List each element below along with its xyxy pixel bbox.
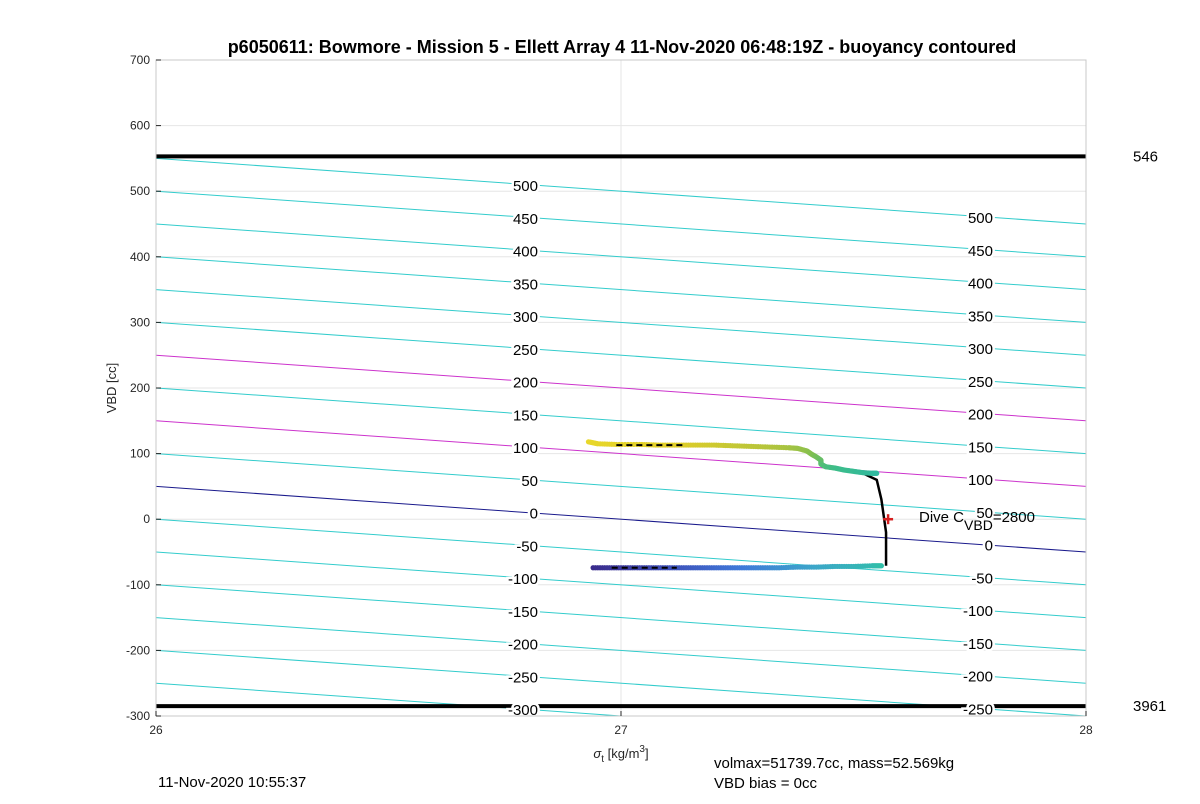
contour-label-right: 200 [968, 407, 993, 424]
y-tick-label: 700 [130, 53, 150, 67]
contour-label-left: -200 [508, 637, 538, 654]
contour-label-left: 0 [530, 506, 538, 523]
contour-label-left: -100 [508, 571, 538, 588]
buoyancy-contour [156, 354, 1086, 422]
contour-label-right: -50 [971, 570, 993, 587]
buoyancy-contour [156, 256, 1086, 323]
y-tick-label: 600 [130, 119, 150, 133]
y-tick-label: 300 [130, 315, 150, 329]
y-axis-label: VBD [cc] [104, 363, 119, 414]
contour-label-left: 500 [513, 178, 538, 195]
chart-title: p6050611: Bowmore - Mission 5 - Ellett A… [228, 37, 1017, 57]
buoyancy-contour [156, 485, 1086, 553]
contour-label-right: 250 [968, 374, 993, 391]
x-tick-label: 27 [614, 723, 628, 737]
y-tick-label: -300 [126, 709, 150, 723]
contour-label-right: 350 [968, 308, 993, 325]
y-tick-label: -100 [126, 578, 150, 592]
contour-label-right: -250 [963, 701, 993, 718]
buoyancy-contour [156, 157, 1086, 225]
x-tick-label: 28 [1079, 723, 1093, 737]
buoyancy-contour [156, 584, 1086, 651]
buoyancy-contour [156, 190, 1086, 258]
y-tick-label: -200 [126, 643, 150, 657]
x-tick-label: 26 [149, 723, 163, 737]
contour-label-left: 100 [513, 440, 538, 457]
contour-label-left: 50 [521, 473, 538, 490]
footer-timestamp: 11-Nov-2020 10:55:37 [158, 774, 306, 791]
buoyancy-contour [156, 617, 1086, 684]
contour-label-right: 500 [968, 210, 993, 227]
contour-label-left: 200 [513, 375, 538, 392]
buoyancy-contour [156, 289, 1086, 356]
buoyancy-contour [156, 518, 1086, 586]
buoyancy-contour [156, 682, 629, 716]
contour-label-right: 50 [976, 505, 993, 522]
contour-label-left: 350 [513, 276, 538, 293]
contour-label-left: 150 [513, 407, 538, 424]
x-axis-label: σt [kg/m3] [593, 744, 648, 765]
buoyancy-contour [156, 321, 1086, 389]
buoyancy-contour [156, 551, 1086, 619]
transition-line [862, 472, 888, 566]
y-tick-label: 400 [130, 250, 150, 264]
climb-point [874, 470, 880, 476]
contour-label-left: -150 [508, 604, 538, 621]
contour-label-left: 300 [513, 309, 538, 326]
buoyancy-contour [156, 223, 1086, 291]
marker-label: Dive CVBD=2800 [919, 509, 1035, 533]
limit-lines: 546 3961 [156, 148, 1166, 715]
contour-label-left: 450 [513, 211, 538, 228]
y-tick-label: 200 [130, 381, 150, 395]
contour-label-left: 250 [513, 342, 538, 359]
buoyancy-contour [156, 420, 1086, 487]
contour-label-right: 300 [968, 341, 993, 358]
contour-label-right: -100 [963, 603, 993, 620]
footer-volmax: volmax=51739.7cc, mass=52.569kg [714, 755, 954, 772]
contour-label-left: -250 [508, 669, 538, 686]
contour-label-right: -200 [963, 669, 993, 686]
contour-labels: 500450400350300250200150100500-50-100-15… [505, 176, 995, 722]
contour-label-left: -50 [516, 538, 538, 555]
contour-label-left: 400 [513, 244, 538, 261]
contour-label-right: 450 [968, 243, 993, 260]
contour-label-right: 150 [968, 439, 993, 456]
profile-data: Dive CVBD=2800 [585, 439, 1035, 571]
contour-label-right: 400 [968, 276, 993, 293]
buoyancy-contour [156, 453, 1086, 520]
dive-point [878, 563, 885, 569]
footer-vbd-bias: VBD bias = 0cc [714, 775, 817, 792]
y-tick-label: 500 [130, 184, 150, 198]
limit-label: 3961 [1133, 698, 1166, 715]
y-tick-label: 100 [130, 447, 150, 461]
y-tick-label: 0 [143, 512, 150, 526]
buoyancy-contour [156, 387, 1086, 455]
limit-label: 546 [1133, 148, 1158, 165]
contour-label-right: 100 [968, 472, 993, 489]
contour-label-right: 0 [985, 538, 993, 555]
contour-label-right: -150 [963, 636, 993, 653]
